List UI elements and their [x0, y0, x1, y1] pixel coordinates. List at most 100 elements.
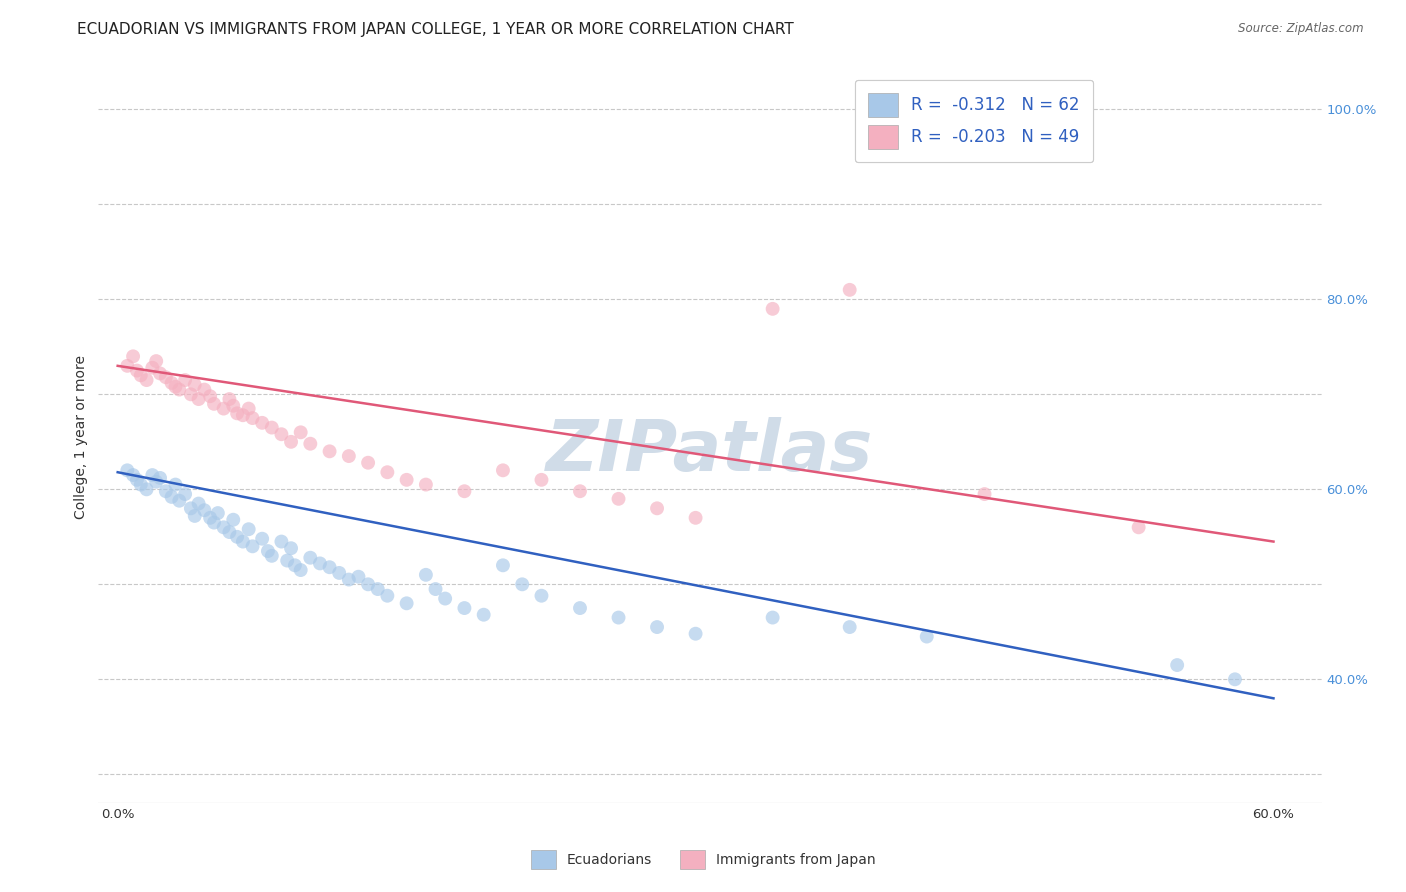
Point — [357, 577, 380, 591]
Point — [257, 544, 280, 558]
Point — [280, 541, 302, 556]
Point — [117, 463, 139, 477]
Point — [226, 406, 249, 420]
Point — [530, 589, 553, 603]
Text: ECUADORIAN VS IMMIGRANTS FROM JAPAN COLLEGE, 1 YEAR OR MORE CORRELATION CHART: ECUADORIAN VS IMMIGRANTS FROM JAPAN COLL… — [77, 22, 794, 37]
Point — [145, 354, 167, 368]
Point — [198, 511, 221, 525]
Point — [645, 501, 668, 516]
Point — [260, 420, 283, 434]
Point — [284, 558, 307, 573]
Point — [1128, 520, 1150, 534]
Point — [492, 463, 515, 477]
Point — [377, 589, 399, 603]
Point — [232, 534, 254, 549]
Point — [377, 465, 399, 479]
Point — [122, 468, 145, 483]
Point — [318, 560, 340, 574]
Point — [510, 577, 533, 591]
Point — [160, 376, 183, 390]
Point — [169, 383, 191, 397]
Legend: Ecuadorians, Immigrants from Japan: Ecuadorians, Immigrants from Japan — [523, 843, 883, 876]
Point — [122, 349, 145, 363]
Point — [299, 550, 322, 565]
Point — [280, 434, 302, 449]
Point — [395, 596, 418, 610]
Point — [1166, 658, 1188, 673]
Point — [218, 392, 240, 406]
Point — [453, 601, 475, 615]
Point — [174, 373, 197, 387]
Point — [569, 601, 592, 615]
Point — [149, 471, 172, 485]
Point — [357, 456, 380, 470]
Point — [270, 534, 292, 549]
Point — [367, 582, 389, 596]
Text: Source: ZipAtlas.com: Source: ZipAtlas.com — [1239, 22, 1364, 36]
Point — [141, 468, 163, 483]
Point — [434, 591, 457, 606]
Point — [238, 401, 260, 416]
Point — [180, 387, 202, 401]
Point — [762, 301, 785, 316]
Point — [149, 367, 172, 381]
Point — [129, 477, 152, 491]
Point — [607, 610, 630, 624]
Point — [212, 520, 235, 534]
Point — [155, 484, 177, 499]
Point — [165, 477, 187, 491]
Point — [207, 506, 229, 520]
Point — [838, 283, 860, 297]
Point — [193, 383, 215, 397]
Point — [165, 380, 187, 394]
Point — [242, 411, 264, 425]
Point — [915, 630, 938, 644]
Point — [425, 582, 447, 596]
Text: ZIPatlas: ZIPatlas — [547, 417, 873, 486]
Point — [415, 477, 437, 491]
Point — [135, 373, 157, 387]
Point — [141, 360, 163, 375]
Point — [125, 473, 148, 487]
Point — [238, 522, 260, 536]
Point — [299, 436, 322, 450]
Point — [337, 573, 360, 587]
Legend: R =  -0.312   N = 62, R =  -0.203   N = 49: R = -0.312 N = 62, R = -0.203 N = 49 — [855, 79, 1092, 161]
Point — [530, 473, 553, 487]
Point — [232, 409, 254, 423]
Point — [645, 620, 668, 634]
Y-axis label: College, 1 year or more: College, 1 year or more — [75, 355, 89, 519]
Point — [395, 473, 418, 487]
Point — [290, 563, 312, 577]
Point — [1223, 673, 1246, 687]
Point — [973, 487, 995, 501]
Point — [276, 553, 298, 567]
Point — [569, 484, 592, 499]
Point — [328, 566, 350, 580]
Point — [202, 397, 225, 411]
Point — [184, 377, 207, 392]
Point — [222, 399, 245, 413]
Point — [242, 539, 264, 553]
Point — [250, 532, 273, 546]
Point — [174, 487, 197, 501]
Point — [218, 524, 240, 539]
Point — [492, 558, 515, 573]
Point — [212, 401, 235, 416]
Point — [180, 501, 202, 516]
Point — [607, 491, 630, 506]
Point — [187, 497, 209, 511]
Point — [129, 368, 152, 383]
Point — [290, 425, 312, 440]
Point — [155, 370, 177, 384]
Point — [347, 570, 370, 584]
Point — [270, 427, 292, 442]
Point — [337, 449, 360, 463]
Point — [838, 620, 860, 634]
Point — [187, 392, 209, 406]
Point — [198, 389, 221, 403]
Point — [135, 483, 157, 497]
Point — [117, 359, 139, 373]
Point — [472, 607, 495, 622]
Point — [260, 549, 283, 563]
